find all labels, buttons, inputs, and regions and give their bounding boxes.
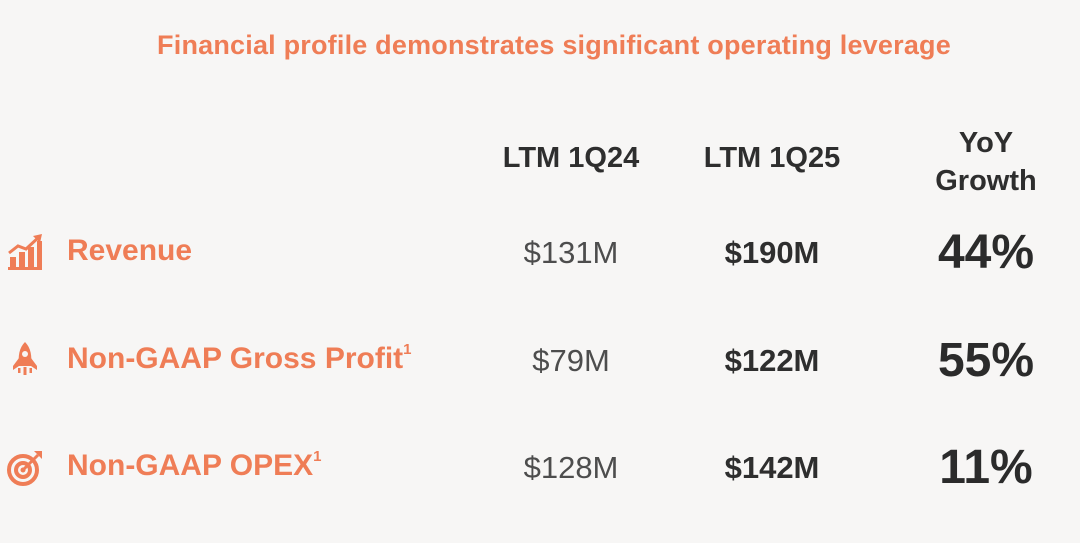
column-header-ltm-1q25: LTM 1Q25 — [703, 142, 841, 174]
value-ltm-1q24: $131M — [523, 235, 619, 270]
column-header-yoy-growth: YoY Growth — [886, 124, 1080, 200]
row-label-revenue: Revenue — [67, 234, 193, 267]
table-row-opex: Non-GAAP OPEX1 $128M $142M 11% — [0, 437, 1080, 497]
value-ltm-1q25: $122M — [724, 343, 820, 378]
value-ltm-1q24: $128M — [523, 450, 619, 485]
column-header-growth-line: Growth — [935, 165, 1037, 197]
table-row-revenue: Revenue $131M $190M 44% — [0, 222, 1080, 282]
table-row-gross-profit: Non-GAAP Gross Profit1 $79M $122M 55% — [0, 330, 1080, 390]
value-ltm-1q25: $190M — [724, 235, 820, 270]
value-yoy-growth: 55% — [937, 334, 1035, 387]
footnote-marker: 1 — [403, 341, 412, 358]
value-yoy-growth: 44% — [937, 226, 1035, 279]
column-header-ltm-1q24: LTM 1Q24 — [502, 142, 640, 174]
value-ltm-1q25: $142M — [724, 450, 820, 485]
row-label-opex: Non-GAAP OPEX1 — [67, 448, 322, 482]
row-label-gross-profit: Non-GAAP Gross Profit1 — [67, 341, 412, 375]
column-header-yoy-line: YoY — [958, 127, 1014, 159]
footnote-marker: 1 — [313, 448, 322, 465]
rocket-icon — [13, 342, 37, 375]
value-yoy-growth: 11% — [939, 441, 1033, 494]
target-icon — [7, 451, 42, 486]
growth-chart-icon — [8, 234, 42, 270]
value-ltm-1q24: $79M — [532, 343, 610, 378]
page-title: Financial profile demonstrates significa… — [157, 30, 951, 60]
